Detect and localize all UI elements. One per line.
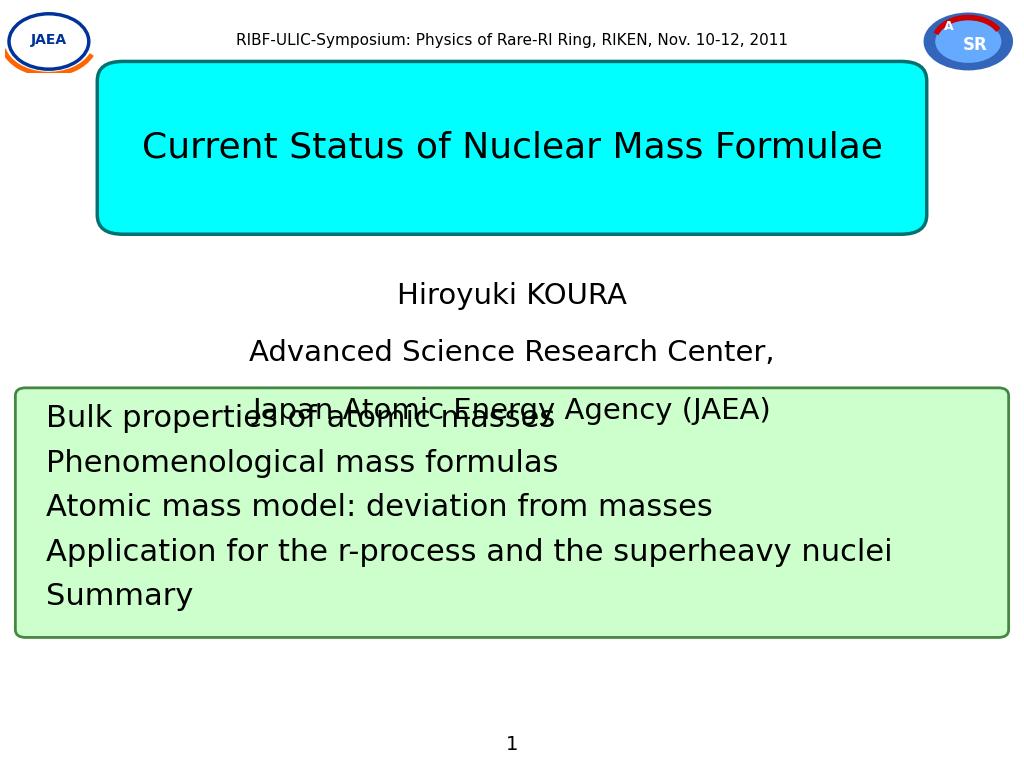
FancyBboxPatch shape (97, 61, 927, 234)
Text: Phenomenological mass formulas: Phenomenological mass formulas (46, 449, 558, 478)
Text: Atomic mass model: deviation from masses: Atomic mass model: deviation from masses (46, 493, 713, 522)
FancyBboxPatch shape (15, 388, 1009, 637)
Text: Summary: Summary (46, 582, 194, 611)
Text: Hiroyuki KOURA: Hiroyuki KOURA (397, 282, 627, 310)
Circle shape (924, 12, 1013, 71)
Text: Japan Atomic Energy Agency (JAEA): Japan Atomic Energy Agency (JAEA) (253, 397, 771, 425)
Text: Application for the r-process and the superheavy nuclei: Application for the r-process and the su… (46, 538, 893, 567)
Text: Current Status of Nuclear Mass Formulae: Current Status of Nuclear Mass Formulae (141, 131, 883, 165)
Text: JAEA: JAEA (31, 33, 67, 47)
Text: A: A (944, 20, 953, 33)
Circle shape (935, 20, 1001, 63)
Text: Bulk properties of atomic masses: Bulk properties of atomic masses (46, 404, 555, 433)
Text: RIBF-ULIC-Symposium: Physics of Rare-RI Ring, RIKEN, Nov. 10-12, 2011: RIBF-ULIC-Symposium: Physics of Rare-RI … (236, 33, 788, 48)
Text: Advanced Science Research Center,: Advanced Science Research Center, (249, 339, 775, 367)
Text: SR: SR (963, 36, 987, 55)
Ellipse shape (9, 14, 89, 69)
Text: 1: 1 (506, 736, 518, 754)
